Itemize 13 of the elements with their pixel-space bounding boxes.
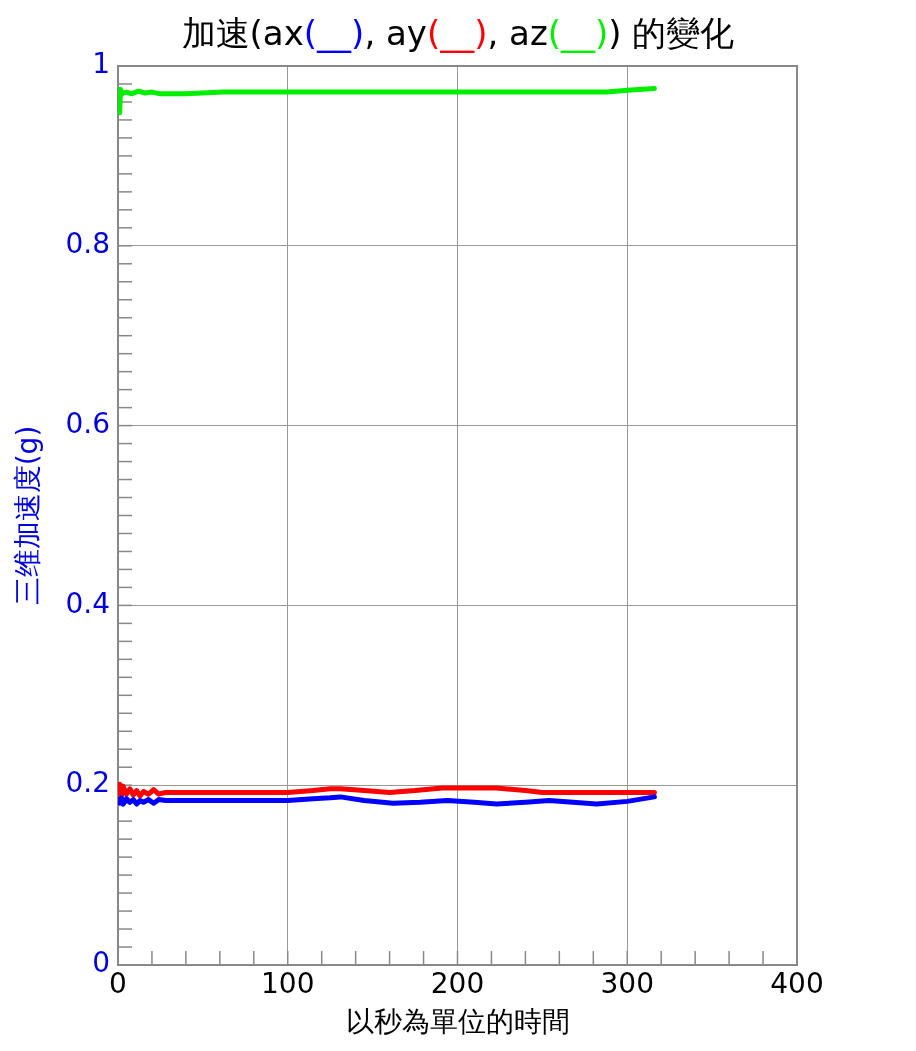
y-tick-label: 1	[92, 47, 110, 81]
x-tick-label: 200	[430, 967, 485, 1001]
y-axis-title: 三维加速度(g)	[11, 425, 45, 606]
chart-title: 加速(ax(__), ay(__), az(__)) 的變化	[181, 13, 735, 53]
x-tick-label: 100	[261, 967, 315, 1001]
x-tick-label: 400	[770, 967, 824, 1001]
x-axis-title: 以秒為單位的時間	[345, 1005, 570, 1039]
y-tick-label: 0.6	[65, 406, 110, 440]
y-tick-label: 0	[92, 946, 110, 980]
x-tick-label: 300	[600, 967, 654, 1001]
y-tick-label: 0.2	[65, 766, 110, 800]
y-tick-label: 0.4	[65, 586, 110, 620]
y-tick-label: 0.8	[65, 227, 110, 261]
